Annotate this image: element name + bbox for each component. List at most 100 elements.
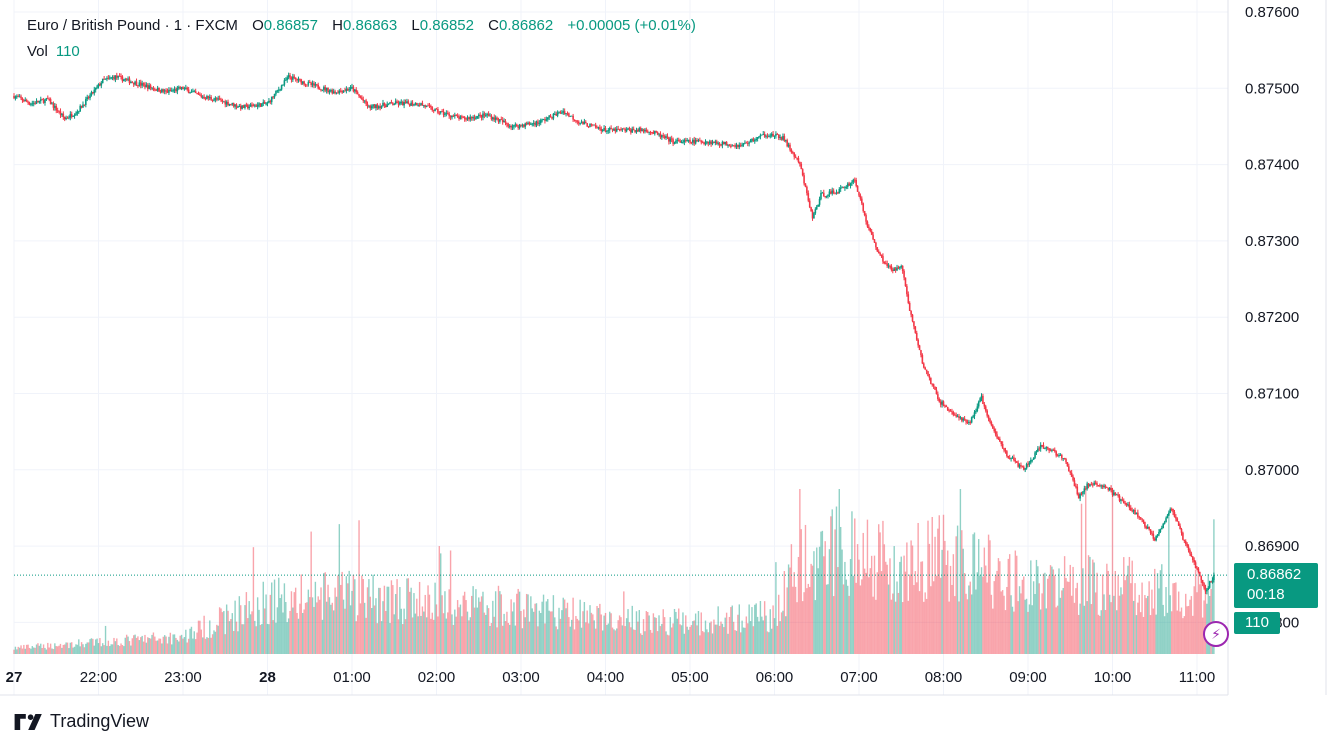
candle-body: [803, 175, 805, 184]
candle-body: [1094, 482, 1097, 484]
candle-body: [411, 102, 414, 106]
candle-body: [928, 376, 931, 378]
volume-bar: [152, 632, 155, 654]
candle-body: [979, 398, 981, 402]
candle-body: [297, 78, 300, 81]
candle-body: [148, 85, 150, 89]
volume-bar: [372, 574, 374, 654]
candle-body: [80, 105, 83, 108]
volume-bar: [951, 584, 953, 654]
volume-bar: [989, 540, 991, 654]
lightning-alert-icon[interactable]: ⚡: [1203, 621, 1229, 647]
candle-body: [617, 128, 619, 130]
candle-body: [1049, 450, 1052, 452]
candle-body: [82, 104, 84, 108]
volume-bar: [345, 576, 348, 654]
candle-body: [206, 96, 208, 99]
candle-body: [720, 144, 722, 146]
candle-body: [521, 124, 524, 126]
volume-bar: [955, 536, 957, 654]
candle-body: [351, 86, 353, 88]
volume-bar: [1127, 565, 1129, 654]
volume-bar: [983, 547, 986, 654]
candle-body: [1115, 494, 1118, 496]
candle-body: [180, 87, 183, 90]
volume-bar: [613, 629, 615, 654]
candle-body: [910, 310, 912, 315]
candle-body: [456, 115, 459, 117]
volume-bar: [285, 602, 287, 654]
candle-body: [517, 126, 519, 128]
volume-bar: [665, 631, 667, 654]
candle-body: [438, 112, 441, 114]
volume-bar: [578, 620, 580, 654]
candle-body: [141, 83, 143, 86]
volume-bar: [352, 574, 355, 654]
volume-bar: [616, 628, 618, 654]
candle-body: [135, 81, 138, 86]
volume-bar: [462, 595, 464, 654]
candle-body: [610, 128, 612, 129]
volume-bar: [135, 637, 138, 654]
candle-body: [1173, 512, 1176, 517]
volume-bar: [925, 598, 928, 654]
volume-bar: [334, 587, 336, 654]
candle-body: [323, 87, 325, 90]
volume-bar: [94, 639, 97, 654]
candle-body: [89, 95, 91, 99]
candle-body: [97, 84, 100, 87]
volume-bar: [1030, 560, 1032, 654]
volume-bar: [361, 575, 363, 654]
volume-label[interactable]: Vol: [27, 43, 48, 60]
candle-body: [570, 115, 573, 117]
candle-body: [980, 395, 983, 399]
candle-body: [879, 253, 881, 255]
candle-body: [618, 129, 621, 131]
volume-bar: [866, 519, 869, 654]
candle-body: [970, 417, 973, 423]
candle-body: [142, 83, 145, 85]
candle-body: [72, 115, 74, 117]
candle-body: [1206, 589, 1208, 592]
candle-body: [796, 157, 798, 159]
volume-bar: [294, 587, 297, 654]
candle-body: [1037, 448, 1039, 452]
volume-bar: [969, 581, 971, 654]
candle-body: [338, 90, 341, 94]
volume-bar: [159, 638, 162, 654]
candle-body: [514, 124, 517, 126]
candle-body: [389, 102, 391, 104]
candle-body: [304, 84, 307, 86]
candle-body: [984, 406, 987, 411]
candle-body: [877, 251, 880, 254]
volume-bar: [400, 608, 402, 654]
candle-body: [266, 102, 269, 104]
candle-body: [348, 89, 350, 91]
tradingview-brand[interactable]: TradingView: [14, 711, 149, 732]
volume-bar: [769, 609, 771, 654]
candle-body: [501, 119, 504, 123]
symbol-name[interactable]: Euro / British Pound · 1 · FXCM: [27, 17, 238, 34]
candle-body: [634, 130, 636, 133]
volume-bar: [314, 581, 317, 654]
volume-bar: [373, 605, 376, 654]
candle-body: [921, 355, 924, 364]
volume-bar: [830, 516, 832, 654]
candle-body: [1190, 553, 1193, 557]
volume-bar: [417, 616, 419, 654]
volume-bar: [978, 539, 980, 654]
volume-bar: [724, 617, 726, 654]
candle-body: [1099, 485, 1101, 487]
candle-body: [321, 89, 324, 91]
candle-body: [423, 105, 425, 107]
volume-bar: [196, 632, 198, 654]
candle-body: [399, 102, 401, 105]
volume-bar: [690, 625, 693, 654]
volume-bar: [16, 649, 18, 654]
candle-body: [682, 142, 684, 143]
candle-body: [275, 91, 277, 94]
candle-body: [1032, 457, 1035, 460]
candle-body: [844, 187, 846, 189]
candle-body: [459, 116, 462, 119]
